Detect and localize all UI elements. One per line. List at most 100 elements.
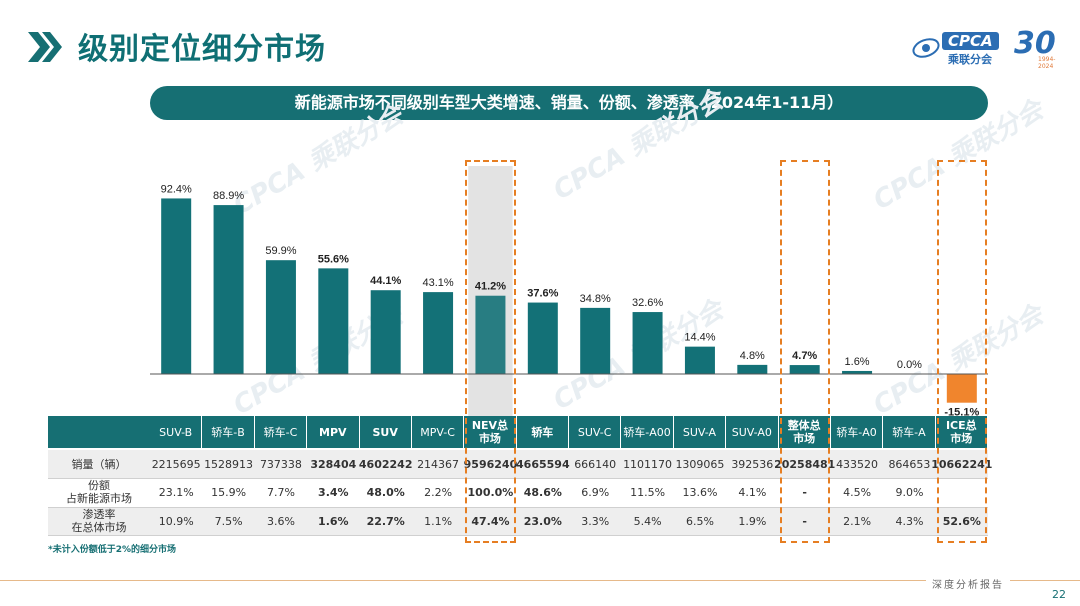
table-cell: 11.5% xyxy=(630,485,666,499)
table-cell: 10.9% xyxy=(158,514,194,528)
table-header-text: 市场 xyxy=(478,432,501,445)
value-label-轿车-B: 88.9% xyxy=(213,190,244,202)
page-number: 22 xyxy=(1052,588,1066,601)
table-header-text: 轿车-A0 xyxy=(836,425,877,439)
table-cell: 15.9% xyxy=(211,485,247,499)
value-label-轿车-A0: 1.6% xyxy=(845,356,870,368)
table-cell: 23.1% xyxy=(158,485,194,499)
bar-SUV-C xyxy=(580,307,611,374)
cpca-mark-icon xyxy=(912,38,940,58)
table-row-divider xyxy=(48,478,988,479)
table-header-text: 轿车-C xyxy=(263,425,298,439)
table-cell: 7.7% xyxy=(266,485,295,499)
watermark-0: CPCA 乘联分会 xyxy=(229,98,412,221)
value-label-SUV-B: 92.4% xyxy=(161,183,192,195)
table-row-label: 销量（辆） xyxy=(48,450,150,478)
highlight-box-NEV总市场 xyxy=(465,160,516,543)
table-cell: 3.6% xyxy=(266,514,295,528)
value-label-轿车-C: 59.9% xyxy=(265,245,296,257)
table-row-bg xyxy=(48,450,988,478)
table-cell: 864653 xyxy=(888,457,931,471)
table-header-text: SUV xyxy=(372,425,398,439)
table-cell: 328404 xyxy=(310,457,357,471)
table-cell: 48.0% xyxy=(366,485,405,499)
table-row-label-text: 销量（辆） xyxy=(71,457,127,471)
table-cell: 2215695 xyxy=(151,457,201,471)
bar-轿车 xyxy=(527,302,558,374)
value-label-NEV总市场: 41.2% xyxy=(475,281,506,293)
cpca-logo-name: CPCA xyxy=(942,32,999,50)
value-label-SUV: 44.1% xyxy=(370,275,401,287)
table-cell: 4665594 xyxy=(516,457,570,471)
table-row-label: 渗透率 在总体市场 xyxy=(48,507,150,535)
table-row-bg xyxy=(48,507,988,535)
footnote: *未计入份额低于2%的细分市场 xyxy=(48,545,176,555)
table-cell: 2.1% xyxy=(843,514,872,528)
table-header-text: ICE总 xyxy=(945,419,977,432)
bar-NEV总市场 xyxy=(475,295,506,374)
value-label-SUV-A: 14.4% xyxy=(684,332,715,344)
table-cell: 737338 xyxy=(259,457,302,471)
bar-MPV-C xyxy=(423,292,454,374)
table-header-SUV-C: SUV-C xyxy=(569,416,622,448)
table-cell: 4.1% xyxy=(738,485,767,499)
table-cell: 433520 xyxy=(836,457,879,471)
title-chevron-icon xyxy=(28,32,62,62)
table-header-text: 整体总 xyxy=(787,419,821,432)
bar-SUV-A xyxy=(684,346,715,374)
table-cell: 10662241 xyxy=(931,457,993,471)
value-label-轿车-A: 0.0% xyxy=(897,359,922,371)
bar-轿车-B xyxy=(213,205,244,374)
table-row-divider xyxy=(48,535,988,536)
table-header-轿车-C: 轿车-C xyxy=(255,416,308,448)
cpca-logo: CPCA 乘联分会 xyxy=(912,30,1002,66)
table-cell: 5.4% xyxy=(633,514,662,528)
table-cell: 3.3% xyxy=(581,514,610,528)
table-cell: 214367 xyxy=(417,457,460,471)
table-header-轿车: 轿车 xyxy=(517,416,569,448)
table-header-SUV: SUV xyxy=(360,416,412,448)
table-header-轿车-B: 轿车-B xyxy=(202,416,255,448)
table-cell: 7.5% xyxy=(214,514,243,528)
table-header-MPV-C: MPV-C xyxy=(412,416,465,448)
table-cell: 6.5% xyxy=(685,514,714,528)
bar-ICE总市场 xyxy=(946,374,977,403)
table-row-label-text: 在总体市场 xyxy=(71,521,127,534)
table-cell: 666140 xyxy=(574,457,617,471)
table-cell: 1.9% xyxy=(738,514,767,528)
table-row-label: 份额 占新能源市场 xyxy=(48,478,150,506)
bar-轿车-A0 xyxy=(842,370,873,374)
table-cell: 1309065 xyxy=(675,457,725,471)
table-cell: 392536 xyxy=(731,457,774,471)
value-label-MPV-C: 43.1% xyxy=(422,277,453,289)
table-header-轿车-A0: 轿车-A0 xyxy=(831,416,884,448)
bar-整体总市场 xyxy=(789,365,820,374)
cpca-logo-cn: 乘联分会 xyxy=(948,53,992,66)
anniversary-number: 30 xyxy=(1014,26,1056,61)
table-cell: 1.6% xyxy=(318,514,349,528)
table-cell: 6.9% xyxy=(581,485,610,499)
table-cell: 13.6% xyxy=(682,485,718,499)
value-label-轿车: 37.6% xyxy=(527,288,558,300)
bar-SUV xyxy=(370,290,401,374)
table-cell: - xyxy=(802,514,807,528)
table-row-label-text: 份额 xyxy=(88,479,110,492)
table-cell: 52.6% xyxy=(942,514,981,528)
table-header-SUV-A: SUV-A xyxy=(674,416,727,448)
value-label-整体总市场: 4.7% xyxy=(792,350,817,362)
table-header-SUV-B: SUV-B xyxy=(150,416,203,448)
table-header-text: 轿车-A xyxy=(892,425,926,439)
table-cell: 100.0% xyxy=(467,485,514,499)
highlight-box-整体总市场 xyxy=(779,160,830,543)
report-label: 深度分析报告 xyxy=(926,576,1010,591)
highlight-box-ICE总市场 xyxy=(936,160,987,543)
anniversary-logo: 30 1994-2024 xyxy=(1014,26,1060,70)
table-header-MPV: MPV xyxy=(307,416,360,448)
table-cell: 48.6% xyxy=(523,485,562,499)
table-cell: 1.1% xyxy=(424,514,453,528)
table-cell: 3.4% xyxy=(318,485,349,499)
table-header-整体总市场: 整体总 市场 xyxy=(779,416,831,448)
bar-轿车-A00 xyxy=(632,312,663,374)
value-labels: 92.4% 88.9% 59.9% 55.6% 44.1% 43.1% 41.2% 37.6%… xyxy=(161,183,980,418)
